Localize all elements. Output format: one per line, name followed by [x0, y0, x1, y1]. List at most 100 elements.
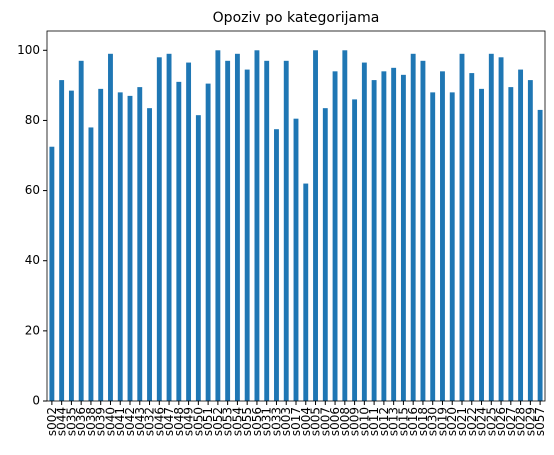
x-tick-label: s022: [465, 407, 479, 436]
bar: [537, 109, 543, 402]
x-tick-label: s032: [143, 407, 157, 436]
x-tick-label: s003: [279, 407, 293, 436]
bar: [449, 92, 455, 402]
bar: [361, 62, 367, 402]
chart-title: Opoziv po kategorijama: [213, 10, 380, 26]
y-tick-label: 60: [25, 183, 40, 197]
x-tick-label: s048: [172, 407, 186, 436]
x-tick-label: s018: [416, 407, 430, 436]
bar: [313, 50, 318, 402]
x-tick-label: s007: [318, 407, 332, 436]
bar: [400, 74, 406, 401]
bar: [459, 53, 465, 402]
x-tick-label: s029: [523, 407, 537, 436]
y-tick-label: 40: [25, 253, 40, 267]
bar: [186, 62, 192, 402]
x-tick-label: s052: [211, 407, 225, 436]
x-tick-label: s019: [435, 407, 449, 436]
bar: [391, 67, 397, 401]
bar: [137, 87, 143, 402]
bar: [254, 50, 260, 402]
x-tick-label: s044: [55, 407, 69, 436]
bar: [205, 83, 211, 402]
bar: [518, 69, 524, 402]
x-tick-label: s035: [64, 407, 78, 436]
x-tick-label: s013: [387, 407, 401, 436]
bar: [166, 53, 172, 402]
x-tick-label: s049: [182, 407, 196, 436]
x-tick-label: s028: [514, 407, 528, 436]
x-tick-label: s025: [484, 407, 498, 436]
x-tick-label: s057: [533, 407, 547, 436]
x-tick-label: s020: [445, 407, 459, 436]
bar: [410, 53, 416, 402]
bar: [469, 73, 475, 402]
x-tick-label: s021: [455, 407, 469, 436]
y-tick-label: 0: [32, 394, 40, 408]
bar: [156, 57, 162, 402]
x-tick-label: s039: [94, 407, 108, 436]
plot-frame: [46, 30, 546, 402]
bar: [274, 129, 279, 402]
x-tick-label: s010: [357, 407, 371, 436]
x-tick-label: s041: [113, 407, 127, 436]
bar: [264, 60, 270, 401]
x-tick-label: s056: [250, 407, 264, 436]
bar: [225, 60, 231, 401]
bar: [98, 88, 104, 401]
x-tick-label: s047: [162, 407, 176, 436]
bar: [108, 53, 113, 402]
bar: [498, 57, 504, 402]
x-tick-label: s030: [426, 407, 440, 436]
x-tick-label: s009: [348, 407, 362, 436]
x-tick-label: s054: [230, 407, 244, 436]
x-tick-label: s038: [84, 407, 98, 436]
bar: [59, 80, 65, 402]
bar: [342, 50, 348, 402]
bar: [49, 146, 55, 401]
bar: [195, 115, 201, 401]
x-tick-label: s036: [74, 407, 88, 436]
x-tick-label: s005: [309, 407, 323, 436]
x-tick-label: s055: [240, 407, 254, 436]
x-tick-label: s006: [328, 407, 342, 436]
x-tick-label: s040: [103, 407, 117, 436]
x-tick-label: s004: [299, 407, 313, 436]
bar: [293, 118, 299, 401]
bar: [244, 69, 250, 402]
bar: [78, 60, 84, 401]
bar: [430, 92, 436, 402]
bar: [371, 80, 377, 402]
y-tick-label: 20: [25, 323, 40, 337]
y-tick-label: 100: [17, 43, 40, 57]
bar: [440, 71, 445, 401]
bar: [322, 108, 328, 401]
bar: [68, 90, 74, 401]
x-tick-label: s016: [406, 407, 420, 436]
x-tick-label: s027: [504, 407, 518, 436]
bar: [381, 71, 387, 401]
bar: [303, 183, 309, 401]
x-tick-label: s051: [201, 407, 215, 436]
bar: [234, 53, 240, 402]
bar: [420, 60, 426, 401]
x-tick-label: s042: [123, 407, 137, 436]
bar: [88, 127, 94, 401]
bar: [332, 71, 338, 401]
x-tick-label: s033: [269, 407, 283, 436]
bar: [488, 53, 494, 402]
x-tick-label: s053: [221, 407, 235, 436]
x-tick-label: s017: [289, 407, 303, 436]
x-tick-label: s008: [338, 407, 352, 436]
x-tick-label: s043: [133, 407, 147, 436]
y-tick-label: 80: [25, 113, 40, 127]
bar: [479, 88, 484, 401]
bar: [527, 80, 533, 402]
bar: [117, 92, 123, 402]
x-tick-label: s031: [260, 407, 274, 436]
bar: [215, 50, 221, 402]
x-tick-label: s015: [396, 407, 410, 436]
bar: [352, 99, 358, 402]
bar: [283, 60, 289, 401]
